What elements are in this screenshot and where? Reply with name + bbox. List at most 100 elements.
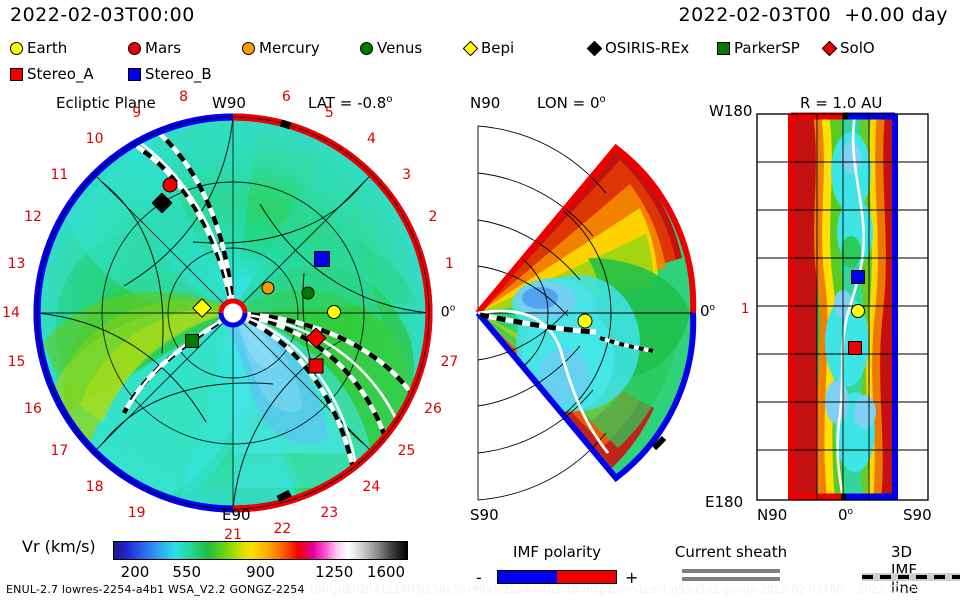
legend-item-earth: Earth bbox=[10, 39, 67, 57]
venus-marker-icon bbox=[360, 41, 373, 55]
degree-sup: o bbox=[847, 507, 854, 517]
stereo-a-marker-ecliptic bbox=[308, 358, 324, 374]
colorbar[interactable] bbox=[113, 541, 408, 560]
colorbar-tick-1250: 1250 bbox=[315, 563, 354, 581]
parkersp-marker-ecliptic bbox=[185, 334, 199, 348]
degree-sup: o bbox=[386, 94, 393, 105]
ecliptic-tick-9: 9 bbox=[132, 104, 142, 121]
legend-item-osiris-rex: OSIRIS-REx bbox=[586, 39, 690, 57]
rmap-svg bbox=[756, 112, 929, 501]
footer-watermark: UNIQUE0204111603/256x30x90x1.2254-a4b1.1… bbox=[310, 584, 921, 596]
meridional-slice-plot[interactable] bbox=[468, 108, 698, 518]
legend-label: Stereo_B bbox=[145, 65, 212, 83]
ecliptic-tick-15: 15 bbox=[7, 354, 26, 371]
earth-marker-meridional bbox=[577, 313, 593, 329]
ecliptic-tick-27: 27 bbox=[440, 354, 459, 371]
stereo-b-marker-rmap bbox=[851, 270, 865, 284]
legend-item-solo: SolO bbox=[821, 39, 875, 57]
ecliptic-tick-26: 26 bbox=[424, 401, 442, 418]
legend-item-stereo-a: Stereo_A bbox=[10, 65, 94, 83]
current-sheath-line-bottom bbox=[682, 577, 780, 581]
colorbar-tick-900: 900 bbox=[246, 563, 275, 581]
rmap-xlabel-n90: N90 bbox=[757, 506, 788, 524]
ecliptic-tick-25: 25 bbox=[397, 443, 416, 460]
meridional-panel-title: LON = 0o bbox=[537, 95, 606, 111]
ecliptic-tick-13: 13 bbox=[7, 255, 26, 272]
ecliptic-tick-10: 10 bbox=[85, 131, 104, 148]
legend-item-parkersp: ParkerSP bbox=[717, 39, 800, 57]
rmap-plot[interactable] bbox=[755, 112, 930, 502]
imf-negative-sign: - bbox=[476, 568, 482, 587]
degree-sup: o bbox=[449, 303, 456, 314]
ecliptic-top-label: W90 bbox=[212, 94, 246, 112]
meridional-right-label: 0o bbox=[700, 302, 716, 320]
ecliptic-panel-title: Ecliptic Plane bbox=[56, 94, 156, 112]
ecliptic-tick-23: 23 bbox=[320, 505, 339, 521]
mars-marker-icon bbox=[128, 41, 141, 55]
venus-marker-ecliptic bbox=[301, 286, 315, 300]
current-sheath-title: Current sheath bbox=[674, 543, 788, 561]
imf-3d-line-dash bbox=[862, 575, 960, 579]
ecliptic-tick-17: 17 bbox=[50, 443, 69, 460]
legend-label: Venus bbox=[377, 39, 423, 57]
earth-marker-icon bbox=[10, 41, 23, 55]
ecliptic-right-label: 0o bbox=[440, 303, 456, 321]
ecliptic-svg bbox=[33, 113, 433, 513]
ecliptic-tick-2: 2 bbox=[428, 208, 438, 225]
meridional-title-text: LON = 0 bbox=[537, 94, 600, 112]
earth-marker-rmap bbox=[851, 304, 865, 318]
legend-item-mercury: Mercury bbox=[242, 39, 320, 57]
ecliptic-tick-22: 22 bbox=[273, 521, 292, 538]
ecliptic-tick-5: 5 bbox=[324, 104, 334, 121]
legend-label: Bepi bbox=[481, 39, 515, 57]
degree-sup: o bbox=[599, 94, 606, 105]
legend-label: OSIRIS-REx bbox=[605, 39, 690, 57]
ecliptic-plane-plot[interactable] bbox=[28, 108, 438, 518]
ecliptic-tick-24: 24 bbox=[362, 478, 381, 495]
ecliptic-tick-6: 6 bbox=[281, 88, 291, 105]
legend-label: ParkerSP bbox=[734, 39, 800, 57]
mercury-marker-ecliptic bbox=[261, 281, 275, 295]
colorbar-title: Vr (km/s) bbox=[22, 537, 96, 556]
degree-sup: o bbox=[709, 303, 716, 313]
ecliptic-tick-18: 18 bbox=[85, 478, 104, 495]
rmap-bottom-left-label: E180 bbox=[705, 493, 744, 511]
meridional-svg bbox=[475, 125, 697, 501]
meridional-bottom-label: S90 bbox=[470, 506, 499, 524]
ecliptic-tick-12: 12 bbox=[24, 208, 42, 225]
legend-item-venus: Venus bbox=[360, 39, 422, 57]
legend-label: Mercury bbox=[259, 39, 320, 57]
rmap-top-left-label: W180 bbox=[709, 102, 753, 120]
imf-polarity-bar bbox=[497, 570, 617, 584]
colorbar-tick-200: 200 bbox=[120, 563, 150, 581]
ecliptic-tick-8: 8 bbox=[179, 88, 189, 105]
header-datetime-left: 2022-02-03T00:00 bbox=[10, 4, 195, 26]
meridional-top-label: N90 bbox=[470, 94, 501, 112]
colorbar-tick-550: 550 bbox=[172, 563, 202, 581]
rmap-panel-title: R = 1.0 AU bbox=[800, 94, 883, 112]
imf-polarity-title: IMF polarity bbox=[513, 543, 601, 561]
legend-label: Earth bbox=[27, 39, 68, 57]
osiris-rex-marker-icon bbox=[586, 40, 603, 56]
stereo-a-marker-icon bbox=[10, 67, 23, 81]
mercury-marker-icon bbox=[242, 41, 255, 55]
ecliptic-tick-1: 1 bbox=[444, 255, 454, 272]
stereo-b-marker-icon bbox=[128, 67, 141, 81]
rmap-xlabel-zero: 0o bbox=[838, 506, 854, 524]
ecliptic-tick-21: 21 bbox=[224, 527, 242, 543]
ecliptic-bottom-label: E90 bbox=[222, 506, 251, 524]
ecliptic-tick-14: 14 bbox=[2, 305, 20, 321]
colorbar-gradient bbox=[114, 542, 407, 559]
ecliptic-tick-3: 3 bbox=[402, 166, 412, 183]
ecliptic-subtitle: LAT = -0.8o bbox=[308, 95, 392, 111]
ecliptic-tick-19: 19 bbox=[127, 505, 146, 521]
rmap-xlabel-s90: S90 bbox=[903, 506, 932, 524]
stereo-a-marker-rmap bbox=[848, 341, 862, 355]
colorbar-tick-1600: 1600 bbox=[366, 563, 406, 581]
mars-marker-ecliptic bbox=[162, 177, 178, 193]
rmap-left-tick: 1 bbox=[741, 302, 750, 317]
legend-label: Mars bbox=[145, 39, 182, 57]
ecliptic-tick-4: 4 bbox=[366, 131, 376, 148]
header-datetime-right: 2022-02-03T00 +0.00 day bbox=[678, 4, 948, 26]
legend-label: Stereo_A bbox=[27, 65, 94, 83]
